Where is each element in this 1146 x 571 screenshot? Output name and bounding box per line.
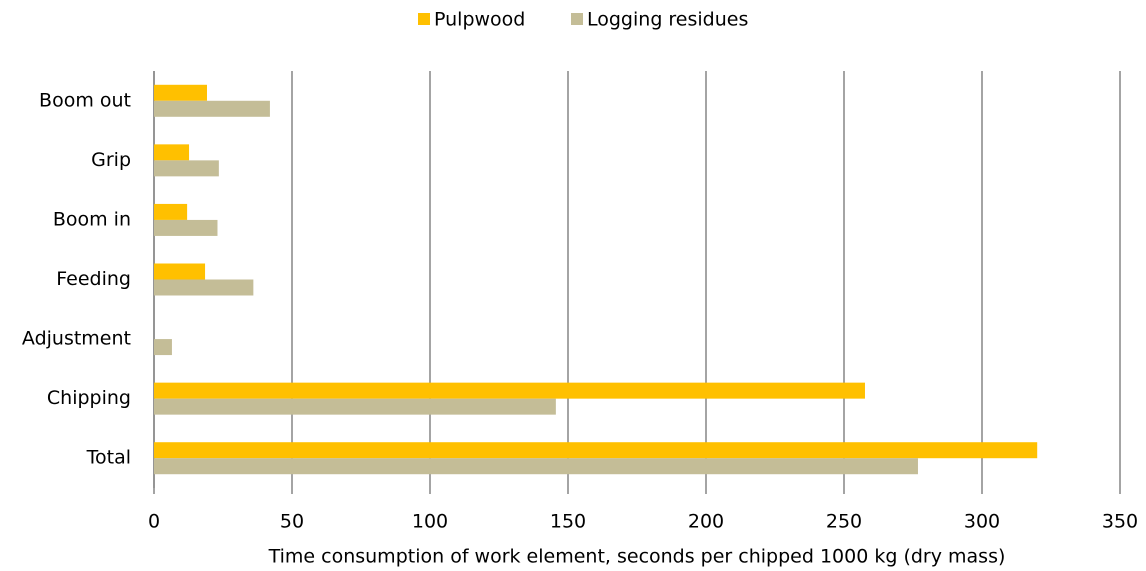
x-tick-label: 200 xyxy=(688,511,724,533)
y-tick-label: Grip xyxy=(91,149,131,171)
bar xyxy=(154,219,218,236)
bar xyxy=(154,84,207,101)
y-tick-label: Boom in xyxy=(53,208,131,230)
y-tick-label: Feeding xyxy=(56,268,131,290)
x-axis-title: Time consumption of work element, second… xyxy=(268,546,1006,568)
legend-label: Pulpwood xyxy=(434,9,525,31)
x-tick-label: 150 xyxy=(550,511,586,533)
bar xyxy=(154,100,270,117)
bar xyxy=(154,442,1038,459)
bar xyxy=(154,339,172,356)
bar xyxy=(154,398,556,415)
y-tick-label: Boom out xyxy=(39,89,131,111)
bar xyxy=(154,458,918,475)
bar xyxy=(154,203,188,220)
legend-swatch xyxy=(571,13,583,25)
x-tick-label: 350 xyxy=(1102,511,1138,533)
y-tick-label: Chipping xyxy=(47,387,131,409)
y-tick-label: Adjustment xyxy=(22,328,131,350)
bar xyxy=(154,279,254,296)
legend-label: Logging residues xyxy=(587,9,748,31)
x-tick-label: 300 xyxy=(964,511,1000,533)
x-tick-label: 0 xyxy=(148,511,160,533)
x-tick-label: 100 xyxy=(412,511,448,533)
bar xyxy=(154,382,865,399)
y-tick-label: Total xyxy=(86,447,131,469)
x-tick-label: 50 xyxy=(280,511,304,533)
legend-swatch xyxy=(418,13,430,25)
bar xyxy=(154,144,190,161)
bar xyxy=(154,160,219,177)
x-tick-label: 250 xyxy=(826,511,862,533)
bar xyxy=(154,263,206,280)
